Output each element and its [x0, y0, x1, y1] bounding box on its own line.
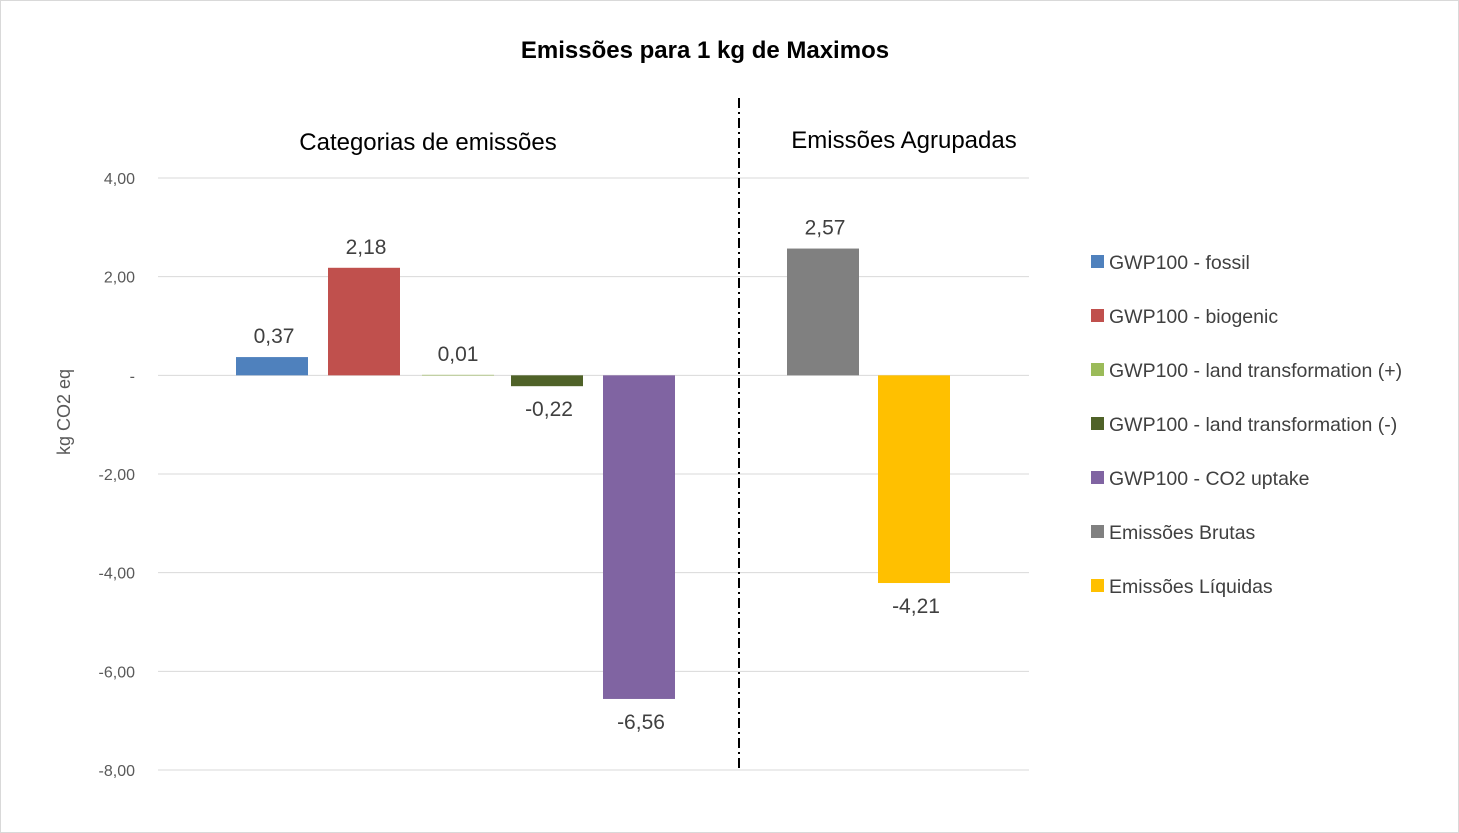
legend-entry-5: GWP100 - CO2 uptake: [1109, 468, 1310, 490]
legend-swatch-2: [1091, 309, 1104, 322]
group-label-agrupadas: Emissões Agrupadas: [791, 127, 1016, 154]
legend-swatch-7: [1091, 579, 1104, 592]
data-label-6: 2,57: [805, 217, 846, 240]
bar-5: [603, 375, 675, 699]
bar-3: [422, 374, 494, 376]
legend-swatch-5: [1091, 471, 1104, 484]
y-tick-label: -2,00: [99, 467, 136, 484]
y-tick-label: -6,00: [99, 664, 136, 681]
y-tick-label: -: [130, 368, 135, 385]
legend-entry-4: GWP100 - land transformation (-): [1109, 414, 1397, 436]
legend-swatch-1: [1091, 255, 1104, 268]
legend-entry-1: GWP100 - fossil: [1109, 252, 1250, 274]
data-label-1: 0,37: [254, 325, 295, 348]
data-label-5: -6,56: [617, 711, 665, 734]
legend-swatch-3: [1091, 363, 1104, 376]
bar-2: [328, 267, 400, 376]
legend-entry-7: Emissões Líquidas: [1109, 576, 1273, 598]
data-label-3: 0,01: [438, 343, 479, 366]
data-label-4: -0,22: [525, 398, 573, 421]
y-tick-label: 4,00: [104, 171, 135, 188]
chart-title: Emissões para 1 kg de Maximos: [521, 37, 889, 64]
y-tick-label: -8,00: [99, 763, 136, 780]
legend-swatch-4: [1091, 417, 1104, 430]
y-axis-label: kg CO2 eq: [54, 369, 74, 455]
legend-swatch-6: [1091, 525, 1104, 538]
y-tick-label: -4,00: [99, 566, 136, 583]
y-tick-label: 2,00: [104, 270, 135, 287]
bar-6: [787, 248, 859, 376]
group-label-categorias: Categorias de emissões: [299, 129, 556, 156]
bar-1: [236, 357, 308, 376]
legend-entry-2: GWP100 - biogenic: [1109, 306, 1278, 328]
legend-entry-3: GWP100 - land transformation (+): [1109, 360, 1402, 382]
data-label-2: 2,18: [346, 236, 387, 259]
legend-entry-6: Emissões Brutas: [1109, 522, 1256, 544]
bar-4: [511, 375, 583, 387]
bar-7: [878, 375, 950, 584]
data-label-7: -4,21: [892, 595, 940, 618]
